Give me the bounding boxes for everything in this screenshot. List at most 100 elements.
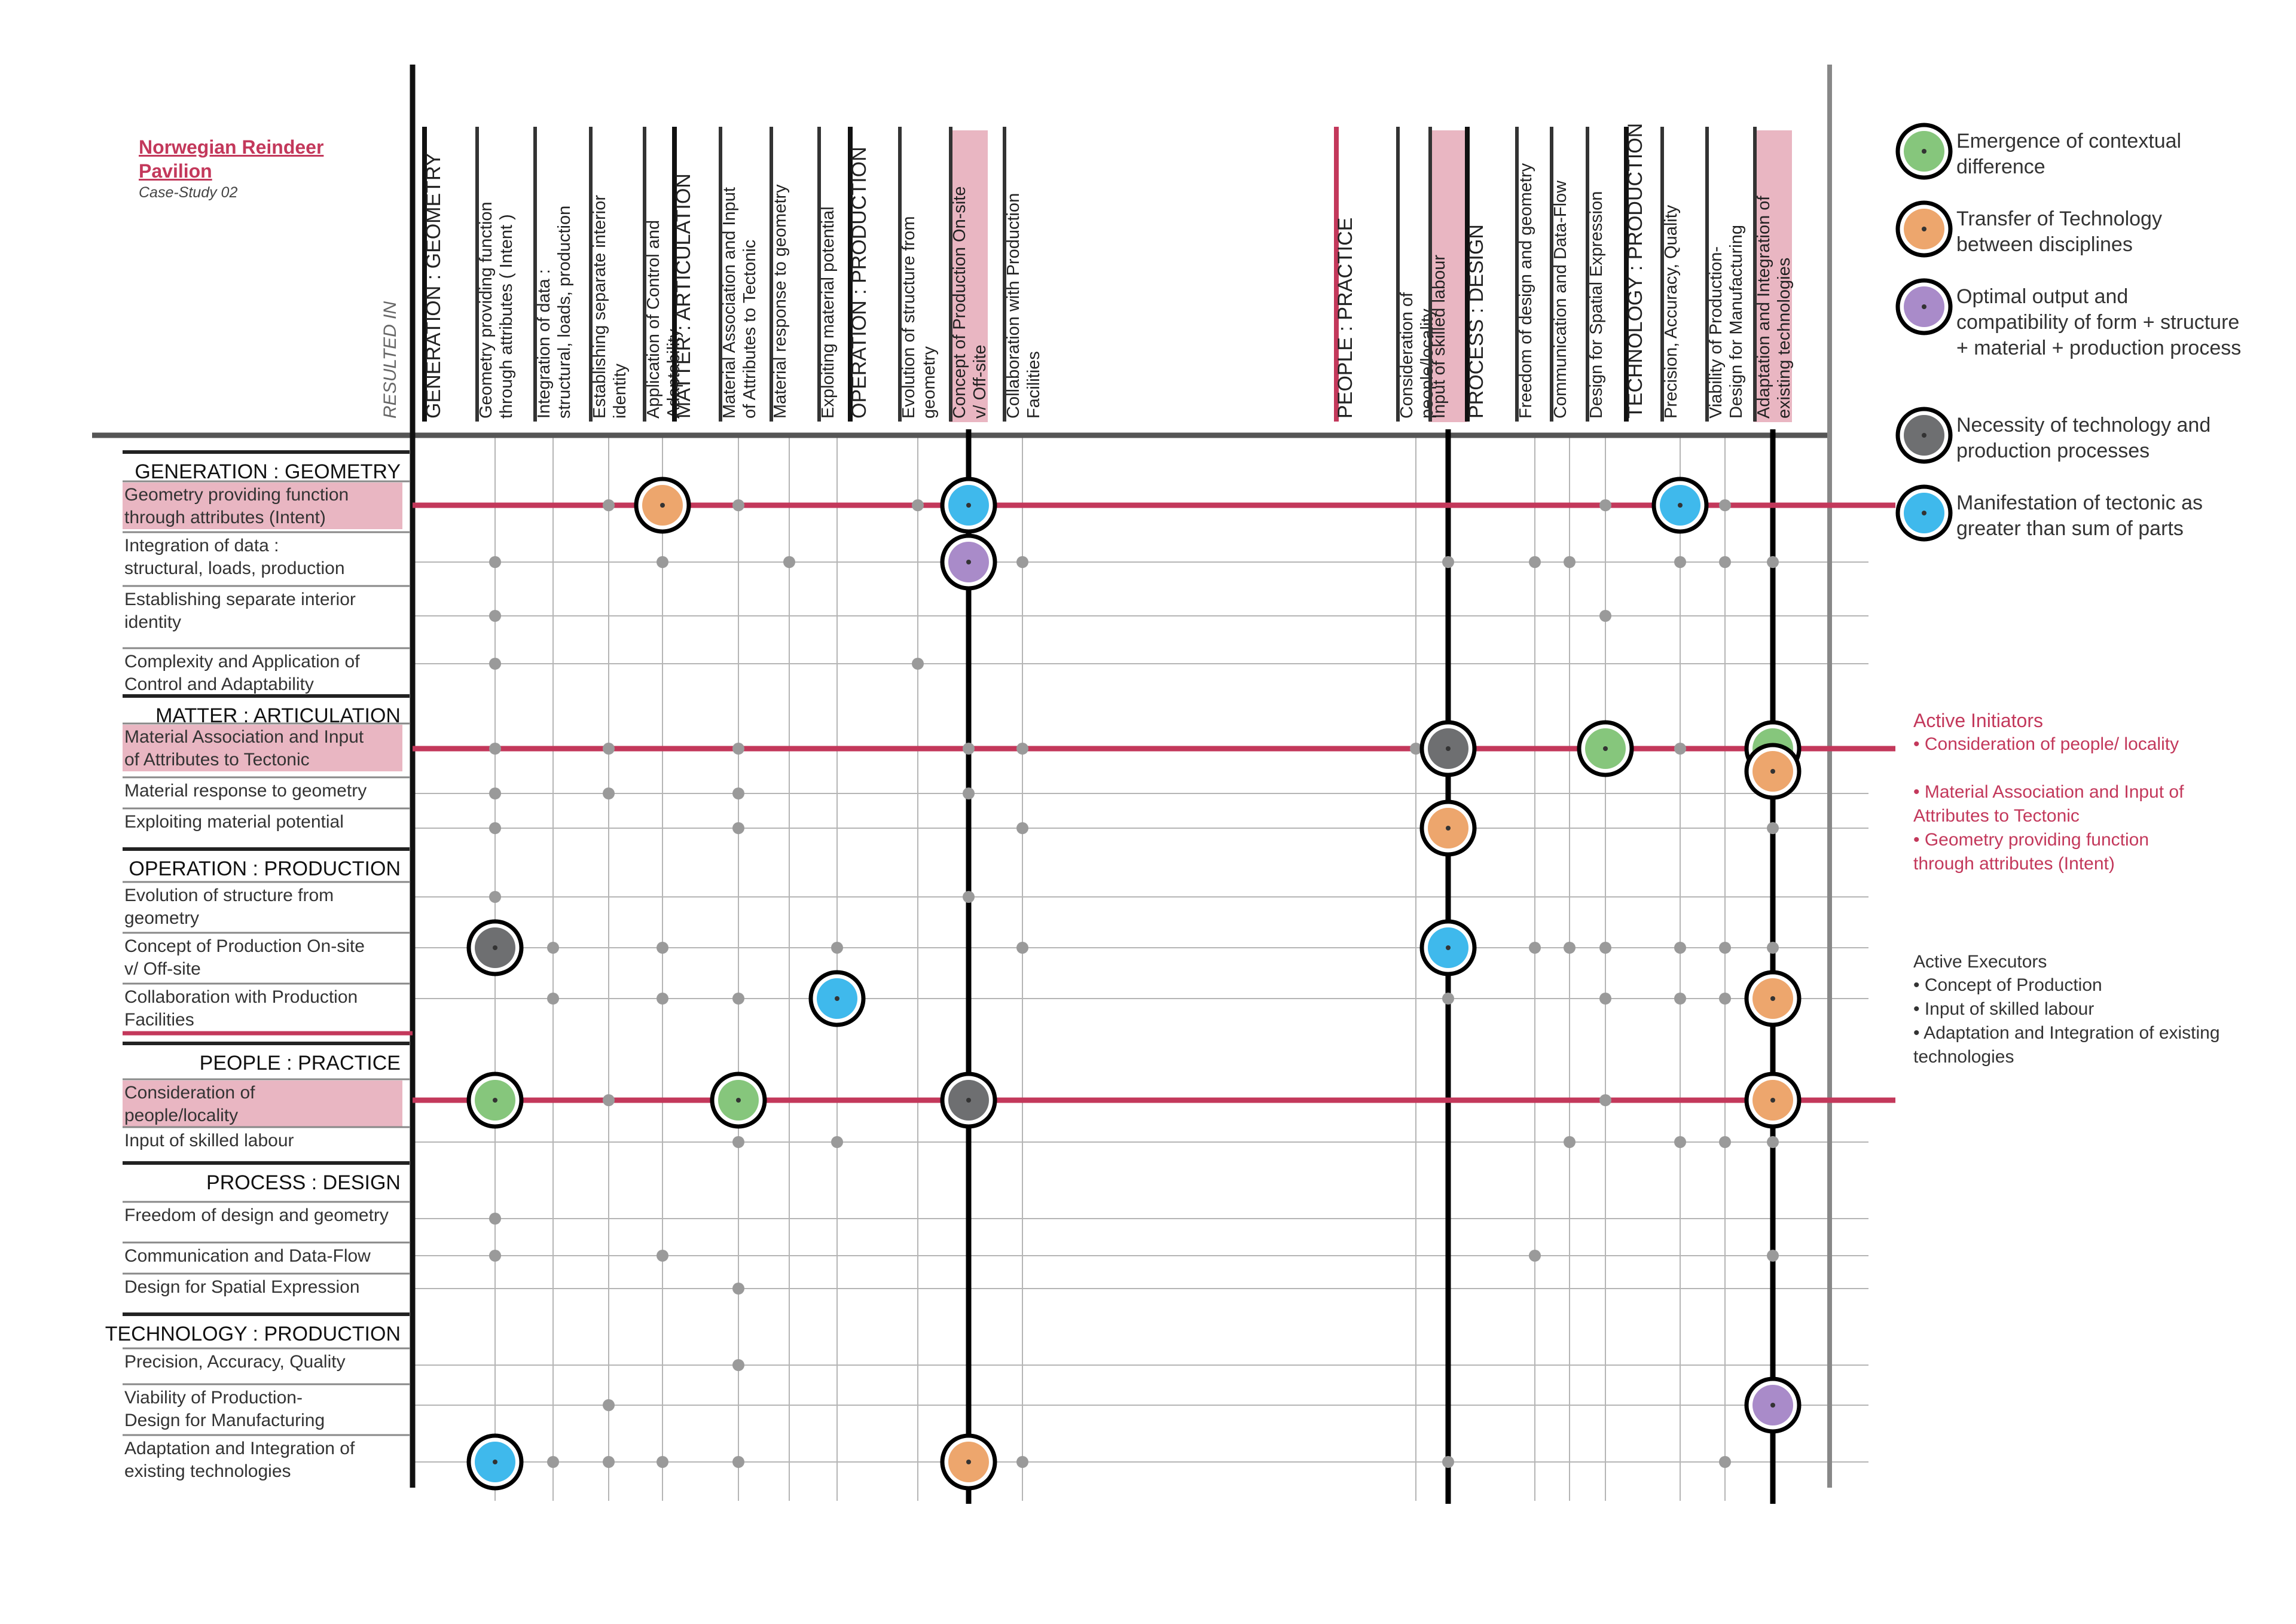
column-category-header: GENERATION : GEOMETRY (422, 152, 445, 419)
column-category-header: PEOPLE : PRACTICE (1334, 218, 1357, 419)
column-header-label: Material Association and Inputof Attribu… (720, 187, 759, 419)
row-highlight (123, 725, 402, 771)
connection-dot (912, 658, 924, 670)
connection-dot (489, 891, 501, 903)
row-label: Design for Spatial Expression (124, 1277, 360, 1297)
row-highlight (123, 483, 402, 529)
active-initiator-item: • Consideration of people/ locality (1913, 734, 2179, 754)
orange-circle-marker (634, 477, 691, 534)
connection-dot (1599, 1094, 1611, 1106)
connection-dot (489, 1213, 501, 1225)
grey-circle-marker (1419, 720, 1477, 777)
orange-circle-marker (1419, 799, 1477, 857)
connection-dot (1767, 556, 1779, 568)
connection-dot (1410, 743, 1422, 755)
column-header-label: Geometry providing functionthrough attri… (477, 202, 516, 419)
connection-dot (1442, 993, 1454, 1005)
connection-dot (603, 1094, 615, 1106)
column-highlight (1754, 130, 1792, 422)
connection-dot (1719, 556, 1731, 568)
connection-dot (831, 942, 843, 954)
blue-circle-marker (1651, 477, 1709, 534)
connection-dot (1599, 942, 1611, 954)
connection-dot (489, 743, 501, 755)
connection-dot (489, 822, 501, 834)
green-circle-marker (466, 1072, 524, 1129)
resulted-in-label: RESULTED IN (380, 301, 400, 419)
blue-circle-marker (1419, 919, 1477, 976)
connection-dot (547, 942, 559, 954)
column-highlight (1429, 130, 1467, 422)
row-category-header: OPERATION : PRODUCTION (129, 857, 401, 880)
connection-dot (963, 743, 975, 755)
connection-dot (1442, 556, 1454, 568)
page-subtitle: Case-Study 02 (139, 184, 238, 201)
connection-dot (657, 993, 668, 1005)
column-header-label: Input of skilled labour (1430, 255, 1449, 419)
column-headers: GENERATION : GEOMETRY Geometry providing … (380, 123, 1794, 422)
active-executor-item: • Adaptation and Integration of existing… (1913, 1023, 2220, 1067)
column-category-header: MATTER : ARTICULATION (672, 173, 695, 419)
column-header-label: Integration of data :structural, loads, … (535, 206, 574, 419)
connection-dot (963, 891, 975, 903)
connection-dot (1016, 1456, 1028, 1468)
connection-dot (1016, 942, 1028, 954)
row-category-header: TECHNOLOGY : PRODUCTION (105, 1323, 401, 1345)
orange-circle-marker (1744, 1072, 1802, 1129)
page-title: Norwegian Reindeer Pavilion (139, 136, 324, 182)
legend-circle (1895, 278, 1953, 335)
connection-dot (1016, 822, 1028, 834)
connection-dot (1564, 942, 1576, 954)
connection-dot (1599, 610, 1611, 622)
connection-dot (1529, 942, 1541, 954)
legend-circle (1895, 123, 1953, 180)
green-legend-swatch (1895, 123, 1953, 180)
connection-dot (1719, 499, 1731, 511)
column-header-label: Communication and Data-Flow (1551, 180, 1570, 419)
connection-dot (732, 1359, 744, 1371)
column-header-label: Concept of Production On-sitev/ Off-site (950, 187, 990, 419)
connection-dot (732, 787, 744, 799)
orange-circle-marker (1744, 743, 1802, 800)
row-highlight (123, 1080, 402, 1127)
row-label: Complexity and Application of Control and… (124, 652, 360, 694)
row-label: Evolution of structure from geometry (124, 886, 334, 928)
purple-circle-marker (940, 533, 997, 591)
row-label: Exploiting material potential (124, 812, 344, 832)
row-label: Material Association and Input of Attribu… (124, 727, 364, 770)
column-header-label: Exploiting material potential (819, 206, 838, 419)
row-label: Consideration of people/locality (124, 1083, 255, 1125)
blue-legend-swatch (1895, 484, 1953, 542)
green-circle-marker (710, 1072, 767, 1129)
connection-dot (732, 822, 744, 834)
connection-dot (1767, 942, 1779, 954)
active-initiator-item: • Material Association and Input of Attr… (1913, 782, 2184, 826)
row-label: Communication and Data-Flow (124, 1246, 371, 1266)
connection-dot (1016, 556, 1028, 568)
connection-dot (1529, 1250, 1541, 1262)
grey-legend-swatch (1895, 407, 1953, 464)
connection-dot (831, 1136, 843, 1148)
connection-dot (1767, 1250, 1779, 1262)
legend-label: Transfer of Technology between disciplin… (1956, 207, 2162, 256)
row-label: Input of skilled labour (124, 1131, 294, 1150)
column-category-header: TECHNOLOGY : PRODUCTION (1624, 123, 1647, 419)
connection-dot (1674, 1136, 1686, 1148)
column-category-header: OPERATION : PRODUCTION (848, 146, 871, 419)
connection-dot (603, 743, 615, 755)
legend-circle (1895, 407, 1953, 464)
legend-label: Manifestation of tectonic as greater tha… (1956, 492, 2203, 540)
connection-dot (732, 993, 744, 1005)
row-label: Geometry providing function through attri… (124, 485, 349, 527)
connection-dot (603, 499, 615, 511)
orange-circle-marker (1744, 970, 1802, 1027)
connection-dot (657, 942, 668, 954)
connection-dot (603, 787, 615, 799)
blue-circle-marker (940, 477, 997, 534)
connection-dot (732, 499, 744, 511)
connection-dot (912, 499, 924, 511)
grey-circle-marker (940, 1072, 997, 1129)
connection-dot (1529, 556, 1541, 568)
connection-dot (1719, 993, 1731, 1005)
